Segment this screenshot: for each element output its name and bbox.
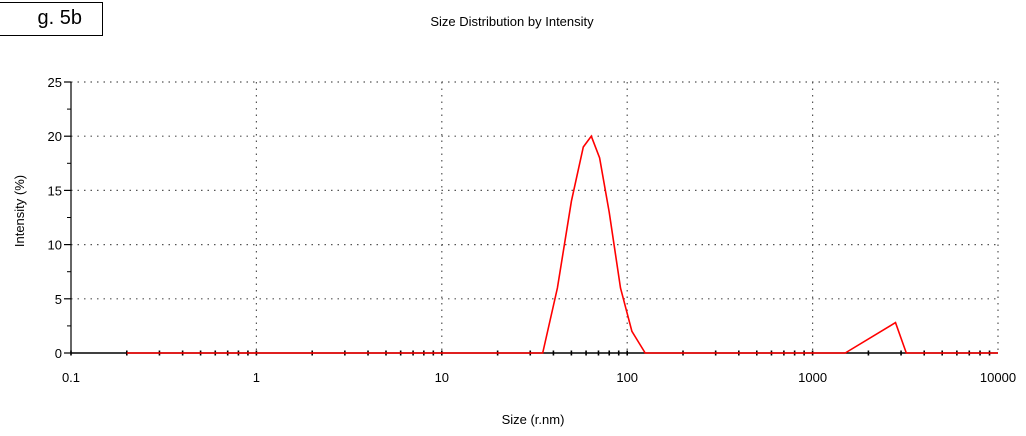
grid-lines: [71, 81, 999, 353]
series-layer: [126, 134, 998, 354]
chart-title: Size Distribution by Intensity: [430, 14, 594, 29]
x-tick-label: 0.1: [62, 370, 80, 385]
x-axis-label: Size (r.nm): [502, 412, 565, 427]
series-line: [126, 134, 998, 354]
x-tick-label: 10000: [980, 370, 1016, 385]
x-tick-label: 10: [435, 370, 449, 385]
y-tick-label: 10: [48, 238, 62, 253]
figure-label: g. 5b: [0, 2, 103, 36]
y-axis-label: Intensity (%): [12, 175, 27, 247]
y-tick-label: 20: [48, 129, 62, 144]
y-tick-label: 5: [55, 292, 62, 307]
x-tick-label: 100: [616, 370, 638, 385]
axes: [70, 82, 998, 354]
y-tick-label: 25: [48, 75, 62, 90]
y-tick-label: 15: [48, 183, 62, 198]
x-tick-label: 1000: [798, 370, 827, 385]
x-axis-ticks: 0.1 1 10 100 1000 10000: [62, 350, 1016, 385]
y-tick-label: 0: [55, 346, 62, 361]
y-axis-ticks: 0 5 10 15 20 25: [48, 75, 71, 361]
x-tick-label: 1: [253, 370, 260, 385]
